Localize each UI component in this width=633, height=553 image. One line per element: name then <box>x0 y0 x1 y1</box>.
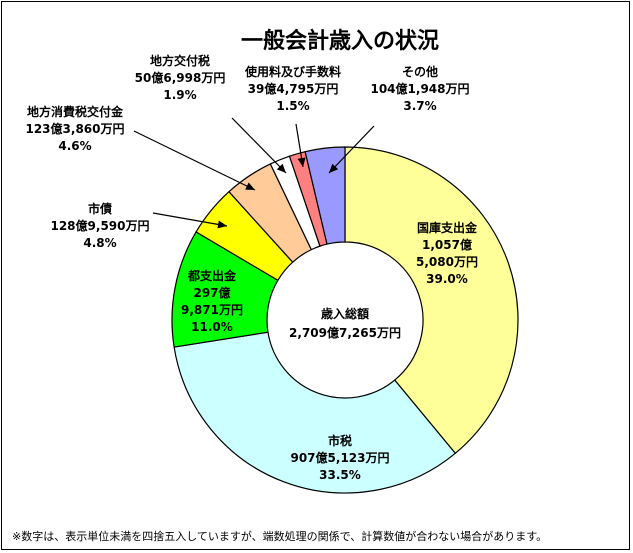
center-title: 歳入総額 <box>321 306 369 321</box>
slice-value: 128億9,590万円 <box>50 218 149 233</box>
slice-name: 国庫支出金 <box>417 220 478 235</box>
label-4: 地方消費税交付金 123億3,860万円 4.6% <box>25 104 124 153</box>
leader-arrow-7 <box>329 163 339 173</box>
slice-value: 3.7% <box>403 99 436 113</box>
slice-labels: 国庫支出金 1,057億 5,080万円 39.0% 市税 907億5,123万円 33.5… <box>25 53 478 482</box>
leader-arrow-3 <box>217 220 227 229</box>
slice-value: 50億6,998万円 <box>135 70 226 85</box>
leader-line-3 <box>152 212 228 227</box>
slice-value: 39.0% <box>426 272 468 286</box>
chart-title: 一般会計歳入の状況 <box>241 28 439 54</box>
slice-value: 11.0% <box>191 320 233 334</box>
label-2: 都支出金 297億 9,871万円 11.0% <box>181 268 243 334</box>
label-1: 市税 907億5,123万円 33.5% <box>290 433 389 482</box>
slice-name: 使用料及び手数料 <box>244 64 341 79</box>
leader-arrow-5 <box>276 163 286 173</box>
slice-name: 地方消費税交付金 <box>27 104 124 119</box>
slice-1 <box>173 331 457 494</box>
slice-value: 123億3,860万円 <box>25 121 124 136</box>
center-total: 2,709億7,265万円 <box>289 325 401 340</box>
leader-arrow-4 <box>245 182 255 190</box>
leader-arrow-6 <box>297 157 306 167</box>
label-3: 市債 128億9,590万円 4.8% <box>50 201 149 250</box>
slice-name: 地方交付税 <box>150 53 210 68</box>
label-6: 使用料及び手数料 39億4,795万円 1.5% <box>244 64 341 113</box>
slice-value: 1.5% <box>276 99 309 113</box>
slice-7 <box>304 146 346 245</box>
slice-name: 都支出金 <box>187 268 237 283</box>
slice-0 <box>344 146 519 455</box>
label-0: 国庫支出金 1,057億 5,080万円 39.0% <box>416 220 478 286</box>
slice-value: 4.6% <box>58 139 91 153</box>
leader-line-7 <box>328 125 375 174</box>
slice-value: 1,057億 <box>422 237 472 252</box>
label-7: その他 104億1,948万円 3.7% <box>370 64 469 113</box>
slice-value: 4.8% <box>83 236 116 250</box>
slice-value: 1.9% <box>163 88 196 102</box>
leader-lines <box>133 117 375 229</box>
slice-value: 104億1,948万円 <box>370 81 469 96</box>
leader-line-5 <box>231 117 287 174</box>
label-5: 地方交付税 50億6,998万円 1.9% <box>135 53 226 102</box>
slice-value: 9,871万円 <box>181 303 243 317</box>
center-label: 歳入総額 2,709億7,265万円 <box>289 306 401 340</box>
slice-name: 市税 <box>328 433 352 448</box>
slice-value: 907億5,123万円 <box>290 450 389 465</box>
footnote: ※数字は、表示単位未満を四捨五入していますが、端数処理の関係で、計算数値が合わな… <box>12 529 547 543</box>
slice-value: 33.5% <box>319 468 361 482</box>
slice-value: 297億 <box>193 285 230 300</box>
slice-value: 5,080万円 <box>416 255 478 269</box>
slice-name: その他 <box>402 64 438 79</box>
slice-value: 39億4,795万円 <box>248 81 339 96</box>
leader-line-4 <box>133 130 256 191</box>
slice-name: 市債 <box>88 201 112 216</box>
